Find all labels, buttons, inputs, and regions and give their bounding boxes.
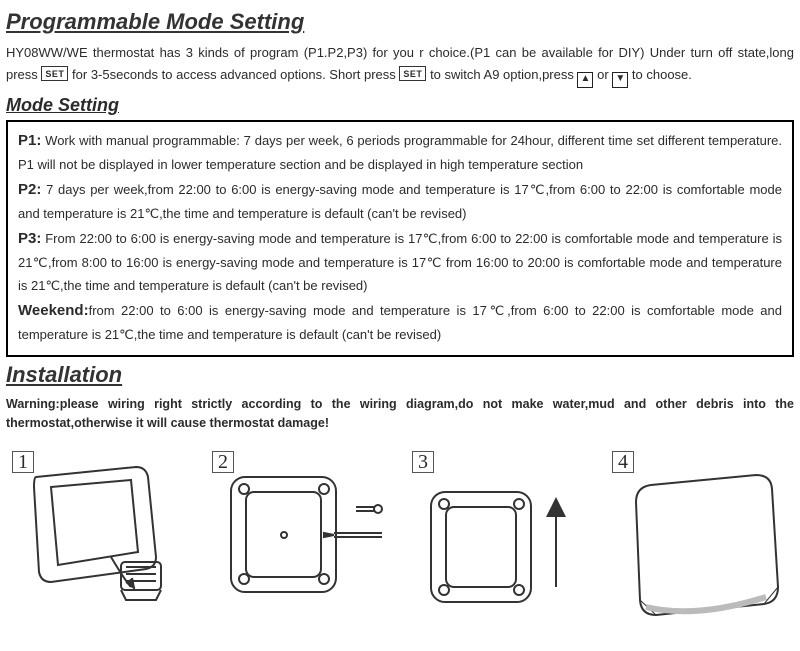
- intro-text-5: to choose.: [632, 67, 692, 82]
- intro-paragraph: HY08WW/WE thermostat has 3 kinds of prog…: [6, 42, 794, 88]
- p3-label: P3:: [18, 230, 41, 247]
- p1-label: P1:: [18, 132, 41, 149]
- p3-text: From 22:00 to 6:00 is energy-saving mode…: [18, 231, 782, 293]
- step3-diagram-icon: [406, 447, 591, 627]
- step-number-2: 2: [212, 451, 234, 473]
- step4-diagram-icon: [606, 447, 791, 627]
- mode-setting-heading: Mode Setting: [6, 92, 794, 118]
- install-step-3: 3: [406, 447, 594, 627]
- mode-settings-box: P1: Work with manual programmable: 7 day…: [6, 120, 794, 357]
- p2-label: P2:: [18, 181, 41, 198]
- step-number-1: 1: [12, 451, 34, 473]
- installation-steps-row: 1 2: [6, 447, 794, 627]
- weekend-text: from 22:00 to 6:00 is energy-saving mode…: [18, 303, 782, 342]
- set-button-icon: SET: [41, 66, 68, 81]
- installation-title: Installation: [6, 359, 794, 391]
- set-button-icon: SET: [399, 66, 426, 81]
- up-arrow-icon: ▲: [577, 72, 593, 88]
- p2-text: 7 days per week,from 22:00 to 6:00 is en…: [18, 182, 782, 221]
- weekend-label: Weekend:: [18, 302, 89, 319]
- step-number-3: 3: [412, 451, 434, 473]
- step2-diagram-icon: [206, 447, 391, 627]
- p1-text: Work with manual programmable: 7 days pe…: [18, 133, 782, 172]
- installation-warning: Warning:please wiring right strictly acc…: [6, 395, 794, 434]
- down-arrow-icon: ▼: [612, 72, 628, 88]
- install-step-2: 2: [206, 447, 394, 627]
- mode-weekend: Weekend:from 22:00 to 6:00 is energy-sav…: [18, 298, 782, 347]
- install-step-4: 4: [606, 447, 794, 627]
- step1-diagram-icon: [6, 447, 191, 627]
- install-step-1: 1: [6, 447, 194, 627]
- step-number-4: 4: [612, 451, 634, 473]
- intro-text-4: or: [597, 67, 612, 82]
- intro-text-3: to switch A9 option,press: [430, 67, 577, 82]
- mode-p1: P1: Work with manual programmable: 7 day…: [18, 128, 782, 177]
- mode-p3: P3: From 22:00 to 6:00 is energy-saving …: [18, 226, 782, 298]
- programmable-mode-title: Programmable Mode Setting: [6, 6, 794, 38]
- mode-p2: P2: 7 days per week,from 22:00 to 6:00 i…: [18, 177, 782, 226]
- intro-text-2: for 3-5seconds to access advanced option…: [72, 67, 396, 82]
